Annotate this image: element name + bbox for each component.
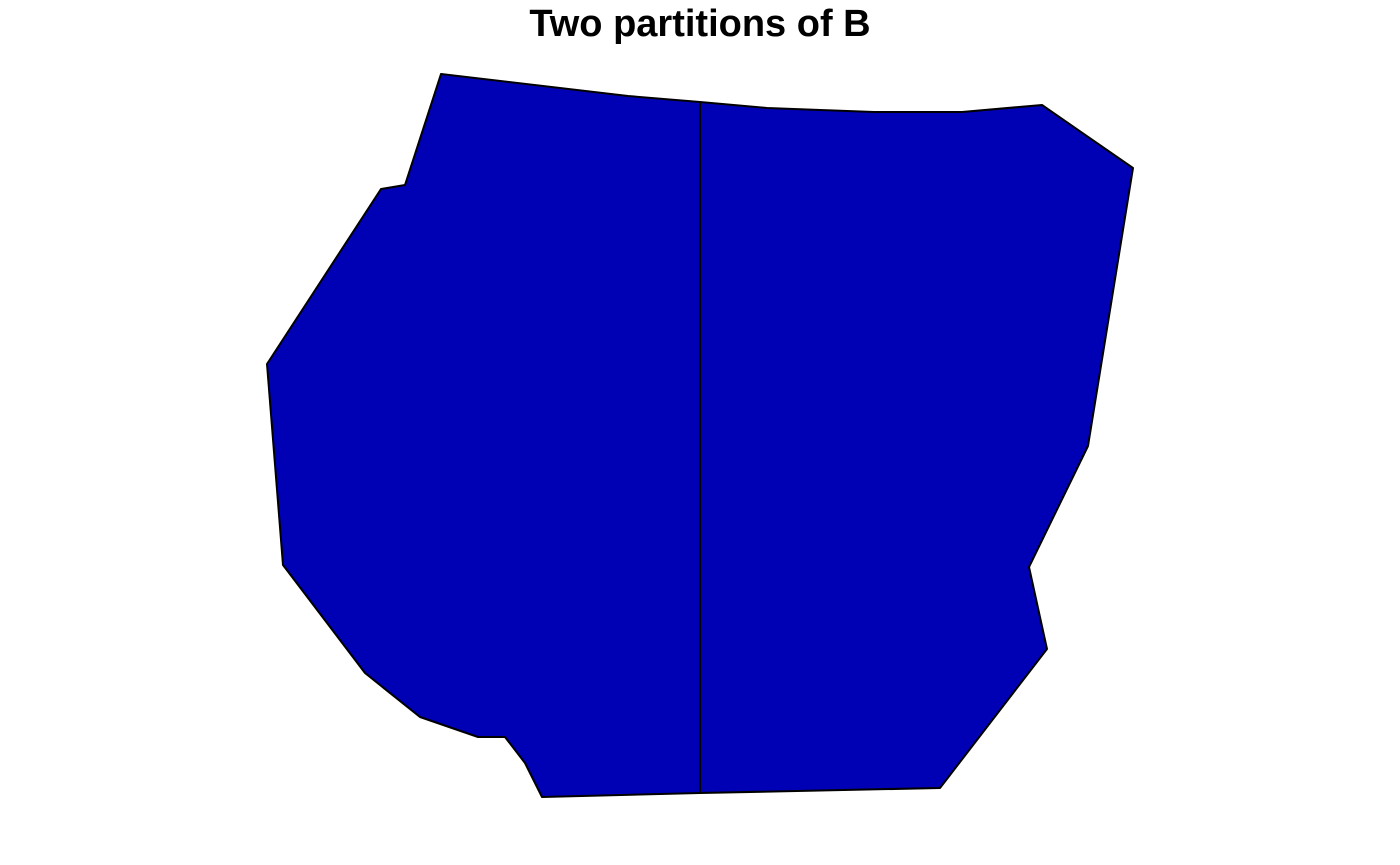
plot-title: Two partitions of B: [529, 3, 871, 45]
partition-left-region: [266, 73, 701, 798]
partition-right-region: [699, 101, 1134, 794]
